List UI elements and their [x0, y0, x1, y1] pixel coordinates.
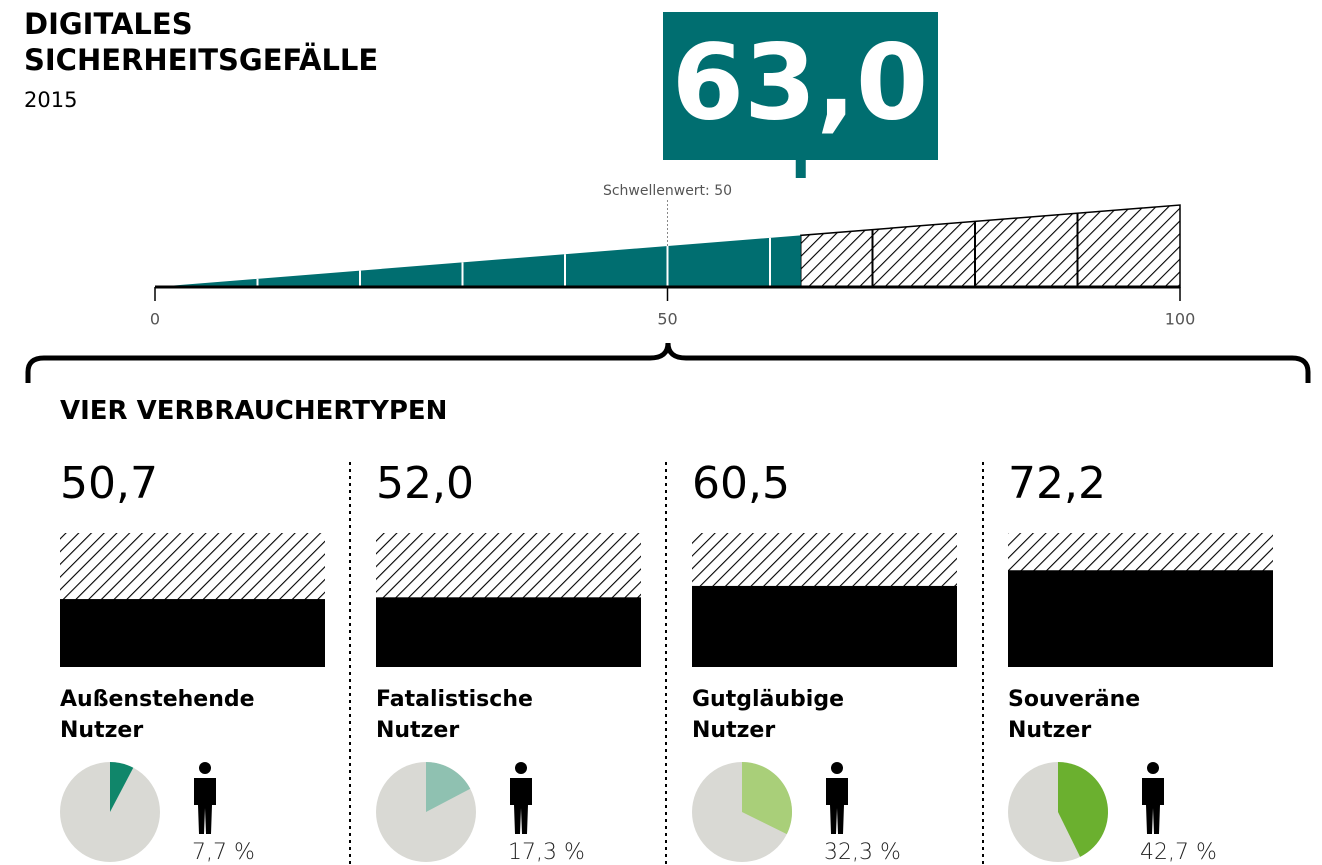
callout-stem: [795, 150, 806, 178]
person-body: [510, 778, 532, 834]
tick-label: 50: [657, 310, 677, 329]
tick-label: 0: [150, 310, 160, 329]
gauge-remainder: [800, 204, 1181, 288]
type-value: 52,0: [376, 458, 474, 509]
pie-slice: [742, 762, 792, 835]
share-label: 32,3 %: [824, 840, 901, 865]
person-head: [515, 762, 527, 774]
type-name: Souveräne Nutzer: [1008, 687, 1141, 743]
type-bar: [1008, 570, 1273, 667]
person-body: [194, 778, 216, 834]
type-name: Gutgläubige Nutzer: [692, 687, 844, 743]
person-head: [1147, 762, 1159, 774]
gauge-value: [155, 235, 801, 287]
tick-label: 100: [1165, 310, 1196, 329]
brace: [25, 342, 1311, 383]
index-value: 63,0: [672, 21, 929, 143]
section-title: VIER VERBRAUCHERTYPEN: [60, 396, 448, 426]
type-bar: [692, 585, 957, 667]
person-body: [826, 778, 848, 834]
person-head: [831, 762, 843, 774]
pie-slice: [1058, 762, 1108, 857]
callout-box: [663, 12, 938, 160]
type-name: Fatalistische Nutzer: [376, 687, 533, 743]
title: DIGITALES SICHERHEITSGEFÄLLE: [24, 7, 379, 77]
type-value: 50,7: [60, 458, 158, 509]
type-value: 72,2: [1008, 458, 1106, 509]
person-body: [1142, 778, 1164, 834]
type-value: 60,5: [692, 458, 790, 509]
type-name: Außenstehende Nutzer: [60, 687, 255, 743]
threshold-label: Schwellenwert: 50: [603, 183, 732, 199]
person-head: [199, 762, 211, 774]
year: 2015: [24, 88, 78, 112]
type-bar: [376, 597, 641, 667]
pie-slice: [110, 762, 134, 812]
share-label: 42,7 %: [1140, 840, 1217, 865]
share-label: 17,3 %: [508, 840, 585, 865]
share-label: 7,7 %: [192, 840, 255, 865]
type-bar: [60, 599, 325, 667]
pie-slice: [426, 762, 471, 812]
